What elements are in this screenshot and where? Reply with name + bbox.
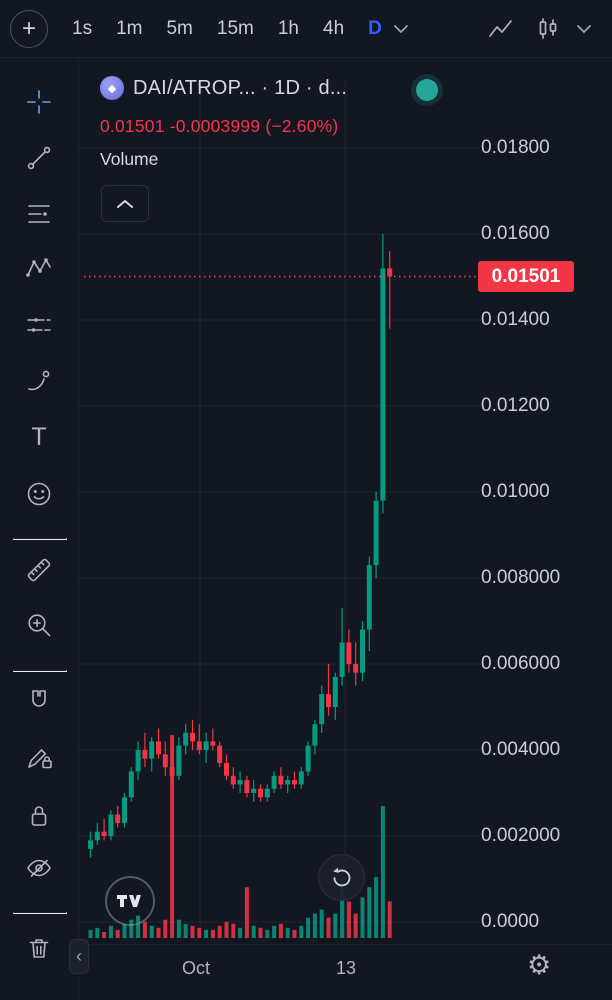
price-axis-label: 0.01200 (481, 395, 550, 416)
timeframe-dropdown[interactable] (387, 9, 415, 49)
timeframe-1h[interactable]: 1h (266, 9, 311, 49)
price-axis-label: 0.01800 (481, 137, 550, 158)
brush-icon (28, 370, 50, 391)
rail-collapse-handle[interactable]: ‹ (69, 939, 89, 974)
magnet-mode[interactable] (17, 680, 61, 724)
price-axis[interactable]: 0.01800 0.01600 0.01400 0.01200 0.01000 … (480, 58, 612, 945)
timeframe-5m[interactable]: 5m (154, 9, 204, 49)
price-change-summary: 0.01501 -0.0003999 (−2.60%) (100, 116, 339, 136)
fib-retracement-tool[interactable] (17, 192, 61, 236)
rail-divider (13, 538, 67, 540)
line-chart-icon (489, 19, 512, 37)
zoom-in-icon (28, 614, 51, 637)
last-price-badge: 0.01501 (478, 261, 574, 292)
timeframe-4h[interactable]: 4h (311, 9, 356, 49)
chart-type-dropdown[interactable] (570, 9, 598, 49)
price-axis-label: 0.01600 (481, 223, 550, 244)
brush-tool[interactable] (17, 358, 61, 402)
trend-line-tool[interactable] (17, 136, 61, 180)
trash-icon (29, 939, 49, 958)
price-axis-label: 0.01000 (481, 481, 550, 502)
elliott-wave-icon (27, 318, 51, 332)
zoom-in-tool[interactable] (17, 603, 61, 647)
pencil-lock-icon (28, 749, 52, 769)
timeframe-1m[interactable]: 1m (104, 9, 154, 49)
price-axis-label: 0.01400 (481, 309, 550, 330)
tradingview-logo[interactable] (105, 876, 155, 926)
legend-collapse-button[interactable] (101, 185, 149, 222)
timeframe-1d-active[interactable]: D (356, 9, 387, 49)
chart-settings-button[interactable]: ⚙ (527, 952, 551, 979)
time-axis-label: 13 (336, 958, 357, 978)
magnet-icon (32, 690, 46, 707)
price-axis-label: 0.0000 (481, 911, 540, 932)
line-style-button[interactable] (478, 9, 526, 49)
lock-icon (31, 806, 47, 826)
time-axis-label: Oct (182, 958, 211, 978)
remove-drawings[interactable] (17, 926, 61, 970)
elliott-wave-tool[interactable] (17, 303, 61, 347)
rail-divider (13, 912, 67, 914)
plus-icon: + (21, 14, 36, 42)
measure-tool[interactable] (17, 548, 61, 592)
emoji-tool[interactable] (17, 472, 61, 516)
timeframe-15m[interactable]: 15m (205, 9, 266, 49)
fib-retracement-icon (28, 205, 50, 223)
price-axis-label: 0.008000 (481, 567, 561, 588)
chevron-left-icon: ‹ (76, 946, 82, 966)
token-logo-icon: ◆ (100, 76, 124, 100)
xabcd-pattern-icon (26, 258, 51, 277)
xabcd-pattern-tool[interactable] (17, 246, 61, 290)
market-status-dot (416, 79, 438, 101)
drawing-tools-rail: T (0, 58, 79, 1000)
chevron-down-icon (577, 24, 591, 33)
trend-line-icon (27, 146, 51, 170)
rail-divider (13, 670, 67, 672)
emoji-icon (27, 482, 51, 506)
symbol-header[interactable]: ◆ DAI/ATROP... · 1D · d... (100, 76, 347, 100)
top-toolbar: + 1s 1m 5m 15m 1h 4h D (0, 0, 612, 58)
price-axis-label: 0.002000 (481, 825, 561, 846)
price-axis-label: 0.006000 (481, 653, 561, 674)
eye-slash-icon (27, 859, 51, 877)
drawing-mode-lock[interactable] (17, 735, 61, 779)
text-tool[interactable]: T (17, 415, 61, 459)
crosshair-icon (27, 90, 51, 114)
ruler-icon (27, 558, 51, 582)
volume-legend-label: Volume (100, 149, 159, 169)
price-chart-canvas[interactable] (78, 58, 612, 945)
hide-all-drawings[interactable] (17, 846, 61, 890)
chevron-up-icon (117, 199, 133, 208)
tradingview-logo-icon (117, 895, 141, 907)
price-axis-label: 0.004000 (481, 739, 561, 760)
text-tool-icon: T (31, 422, 47, 451)
timeframe-1s[interactable]: 1s (60, 9, 104, 49)
add-button[interactable]: + (10, 9, 48, 48)
symbol-title: DAI/ATROP... · 1D · d... (133, 76, 348, 99)
refresh-icon (332, 867, 350, 886)
reset-chart-button[interactable] (318, 854, 365, 901)
lock-all-drawings[interactable] (17, 794, 61, 838)
crosshair-tool[interactable] (17, 80, 61, 124)
gear-icon: ⚙ (527, 950, 552, 980)
chart-type-button[interactable] (526, 9, 570, 49)
candles-icon (539, 17, 557, 39)
time-axis[interactable]: Oct 13 ⚙ (78, 944, 612, 1000)
chevron-down-icon (393, 24, 408, 33)
